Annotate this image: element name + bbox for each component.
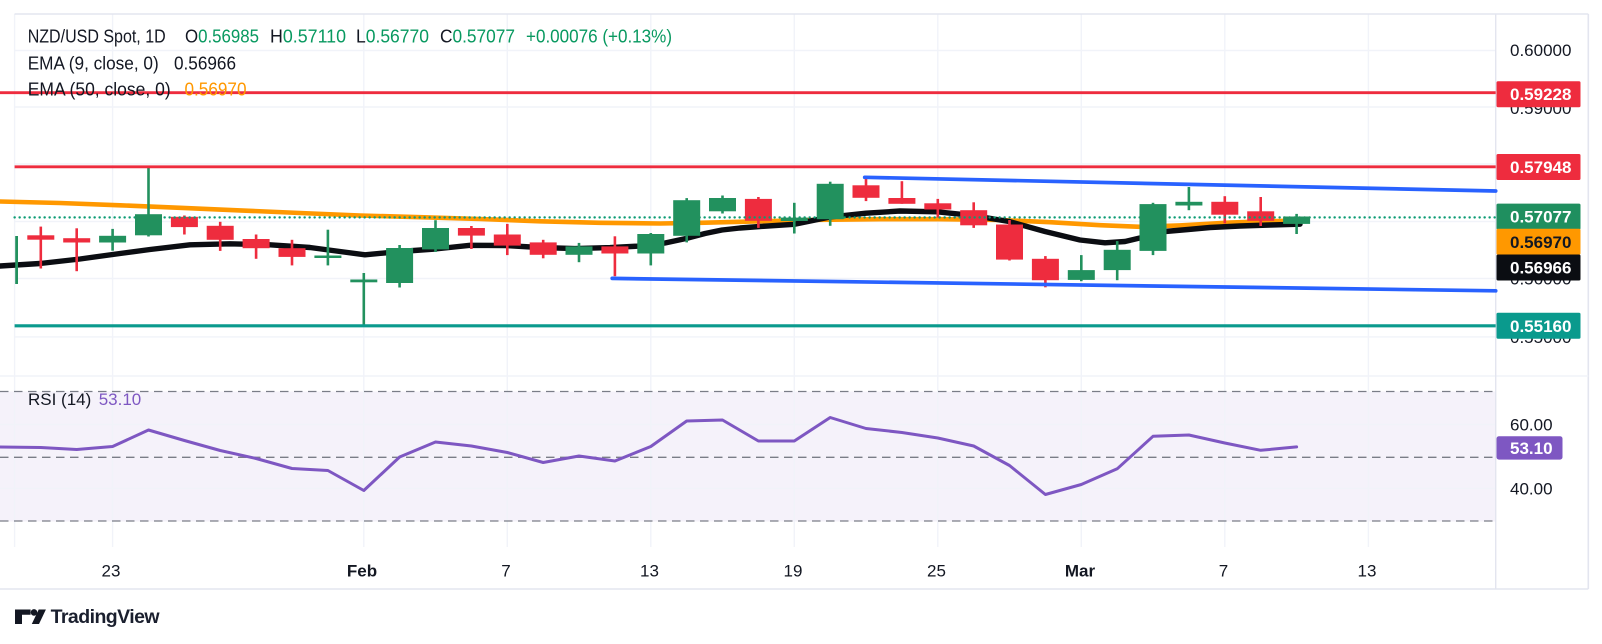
svg-text:23: 23 (102, 562, 121, 581)
svg-text:25: 25 (927, 562, 946, 581)
svg-text:Mar: Mar (1065, 562, 1096, 581)
svg-text:TradingView: TradingView (51, 606, 161, 628)
svg-text:0.60000: 0.60000 (1510, 41, 1571, 60)
svg-text:L0.56770: L0.56770 (356, 27, 429, 47)
svg-text:H0.57110: H0.57110 (270, 27, 346, 47)
svg-text:0.59228: 0.59228 (1510, 85, 1571, 104)
svg-text:0.57948: 0.57948 (1510, 158, 1571, 177)
svg-text:0.56970: 0.56970 (185, 80, 247, 100)
svg-text:EMA (50, close, 0): EMA (50, close, 0) (28, 80, 171, 100)
svg-text:O0.56985: O0.56985 (185, 27, 259, 47)
svg-text:13: 13 (640, 562, 659, 581)
svg-text:0.56966: 0.56966 (174, 54, 236, 74)
svg-text:19: 19 (784, 562, 803, 581)
svg-text:Feb: Feb (347, 562, 377, 581)
svg-text:53.10: 53.10 (1510, 439, 1553, 458)
svg-text:0.57077: 0.57077 (1510, 208, 1571, 227)
svg-text:60.00: 60.00 (1510, 416, 1553, 435)
svg-text:7: 7 (1219, 562, 1228, 581)
svg-text:53.10: 53.10 (99, 390, 142, 409)
svg-text:40.00: 40.00 (1510, 479, 1553, 498)
svg-text:7: 7 (501, 562, 510, 581)
svg-text:13: 13 (1358, 562, 1377, 581)
svg-text:0.56970: 0.56970 (1510, 233, 1571, 252)
svg-text:EMA (9, close, 0): EMA (9, close, 0) (28, 54, 159, 74)
svg-text:RSI (14): RSI (14) (28, 390, 91, 409)
svg-text:+0.00076 (+0.13%): +0.00076 (+0.13%) (526, 27, 672, 47)
svg-text:C0.57077: C0.57077 (440, 27, 515, 47)
svg-text:NZD/USD Spot, 1D: NZD/USD Spot, 1D (28, 27, 166, 47)
svg-text:0.56966: 0.56966 (1510, 259, 1571, 278)
svg-text:0.55160: 0.55160 (1510, 317, 1571, 336)
